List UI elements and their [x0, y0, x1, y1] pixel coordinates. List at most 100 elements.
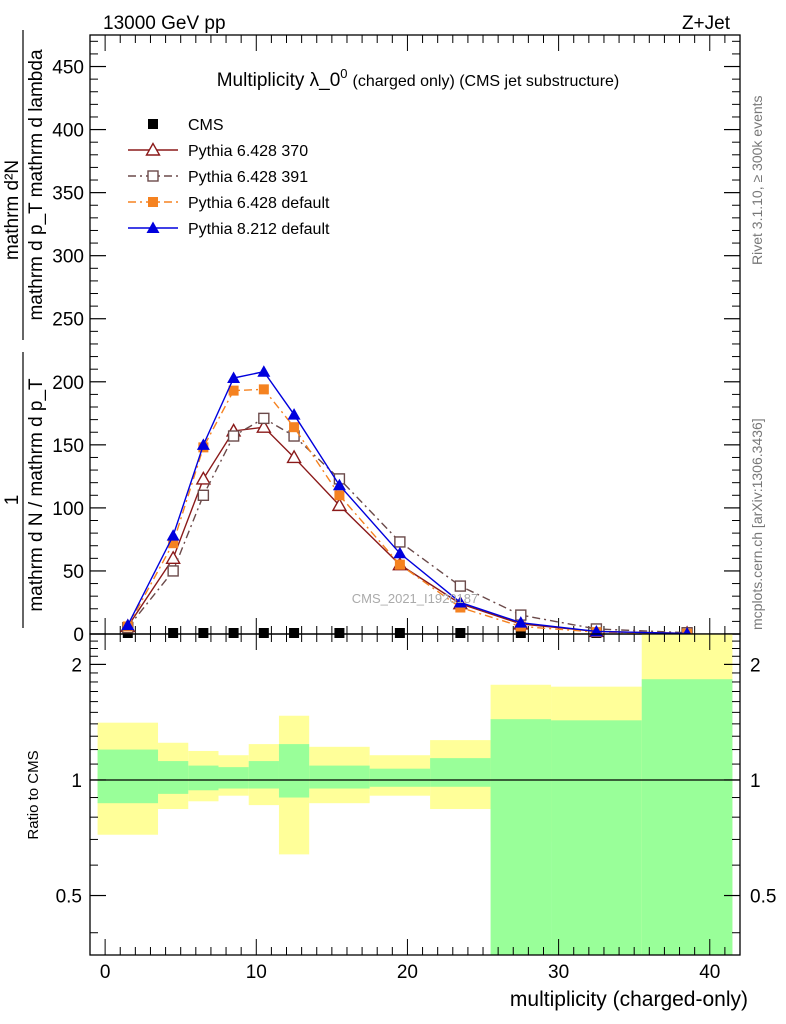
x-tick-label: 30 — [548, 962, 569, 983]
legend-label: Pythia 6.428 default — [188, 195, 330, 212]
main-ticks: 0 50 100 150 200 250 300 350 400 450 — [52, 35, 740, 646]
legend-entry: Pythia 6.428 391 — [128, 169, 308, 186]
ratio-ticks: 0.5 0.51 12 20 10 20 30 40 — [56, 634, 776, 983]
data-point — [334, 490, 345, 501]
data-point — [514, 616, 528, 628]
x-axis-label: multiplicity (charged-only) — [510, 988, 748, 1011]
series-pythia-8-212-default — [121, 365, 694, 639]
legend-entry: CMS — [148, 117, 224, 134]
band-bin — [430, 758, 491, 787]
legend-label: Pythia 6.428 370 — [188, 143, 308, 160]
y-tick-label: 450 — [52, 58, 84, 79]
band-bin — [188, 765, 219, 791]
y-tick-label: 0 — [73, 625, 84, 646]
data-point — [455, 602, 466, 613]
y-tick-label: 400 — [52, 121, 84, 142]
data-point — [289, 628, 300, 638]
data-point — [289, 422, 300, 433]
legend-entry: Pythia 6.428 default — [128, 195, 330, 212]
y-tick-label: 300 — [52, 247, 84, 268]
main-panel: 0 50 100 150 200 250 300 350 400 450 CMS_2021_I19… — [52, 34, 741, 646]
x-tick-label: 20 — [397, 962, 418, 983]
data-point — [228, 385, 239, 396]
band-bin — [218, 767, 249, 789]
y-tick-label: 150 — [52, 436, 84, 457]
data-point — [258, 628, 269, 638]
data-point — [165, 550, 181, 565]
legend-marker — [146, 221, 160, 233]
data-point — [454, 580, 467, 592]
data-point — [286, 449, 302, 464]
legend-entry: Pythia 6.428 370 — [128, 142, 308, 160]
data-point — [198, 628, 209, 638]
legend-label: Pythia 8.212 default — [188, 221, 330, 238]
ratio-y-tick-label: 2 — [71, 655, 82, 676]
data-point — [196, 438, 210, 450]
band-bin — [369, 768, 431, 787]
y-tick-label: 200 — [52, 373, 84, 394]
legend-label: Pythia 6.428 391 — [188, 169, 308, 186]
data-point — [256, 419, 272, 433]
chart-title-suffix: (charged only) (CMS jet substructure) — [353, 73, 620, 90]
ratio-plot-frame — [89, 633, 741, 956]
series-line — [127, 370, 688, 635]
main-ylabel: 1 mathrm d N / mathrm d p_T mathrm d²N m… — [2, 30, 47, 628]
legend-marker — [148, 197, 158, 207]
data-point — [197, 489, 210, 501]
y-tick-label: 250 — [52, 310, 84, 331]
band-bin — [97, 749, 159, 804]
legend-marker — [148, 119, 158, 129]
data-point — [227, 430, 240, 442]
ylabel-numerator: mathrm d²N — [2, 160, 23, 260]
band-bin — [641, 679, 733, 955]
watermark: CMS_2021_I1920187 — [352, 591, 479, 606]
band-bin — [278, 744, 310, 798]
rivet-label: Rivet 3.1.10, ≥ 300k events — [749, 95, 765, 265]
chart-title: Multiplicity λ_00 (charged only) (CMS jet… — [217, 66, 620, 91]
band-bin — [309, 765, 370, 789]
ratio-y-tick-label-right: 1 — [750, 771, 761, 792]
ylabel-left-num: 1 — [2, 495, 23, 506]
x-tick-label: 10 — [246, 962, 267, 983]
data-point — [258, 384, 269, 395]
legend-marker — [147, 170, 159, 182]
data-point — [121, 618, 135, 631]
series-line — [127, 417, 688, 634]
ratio-y-tick-label: 0.5 — [56, 887, 82, 908]
x-tick-label: 40 — [699, 962, 720, 983]
ratio-y-tick-label: 1 — [71, 771, 82, 792]
data-point — [394, 559, 405, 570]
data-point — [167, 565, 179, 577]
energy-label: 13000 GeV pp — [103, 13, 226, 34]
ylabel-denominator: mathrm d p_T mathrm d lambda — [26, 49, 47, 320]
data-point — [166, 529, 180, 541]
data-point — [227, 371, 241, 384]
x-tick-label: 0 — [100, 962, 111, 983]
y-tick-label: 100 — [52, 499, 84, 520]
ratio-panel: 0.5 0.51 12 20 10 20 30 40 Ratio to CMS multipl… — [25, 633, 776, 1011]
y-tick-label: 50 — [63, 562, 84, 583]
legend-entry: Pythia 8.212 default — [128, 221, 330, 238]
band-bin — [490, 719, 552, 955]
process-label: Z+Jet — [682, 13, 731, 34]
data-point — [228, 628, 239, 638]
band-bin — [158, 761, 189, 794]
data-point — [258, 412, 270, 425]
band-bin — [551, 720, 642, 955]
ratio-ylabel: Ratio to CMS — [25, 750, 42, 839]
band-bin — [248, 761, 279, 789]
data-point — [394, 536, 406, 548]
band-stat — [97, 679, 733, 955]
legend-marker — [145, 142, 161, 156]
data-point — [453, 595, 467, 608]
data-point — [393, 546, 407, 559]
chart-title-sup: 0 — [340, 66, 347, 81]
data-point — [168, 538, 179, 549]
data-point — [515, 628, 526, 638]
data-point — [287, 408, 301, 420]
chart-title-main: Multiplicity λ_0 — [217, 70, 341, 91]
ratio-y-tick-label-right: 0.5 — [750, 887, 776, 908]
y-tick-label: 350 — [52, 184, 84, 205]
data-point — [334, 628, 345, 638]
